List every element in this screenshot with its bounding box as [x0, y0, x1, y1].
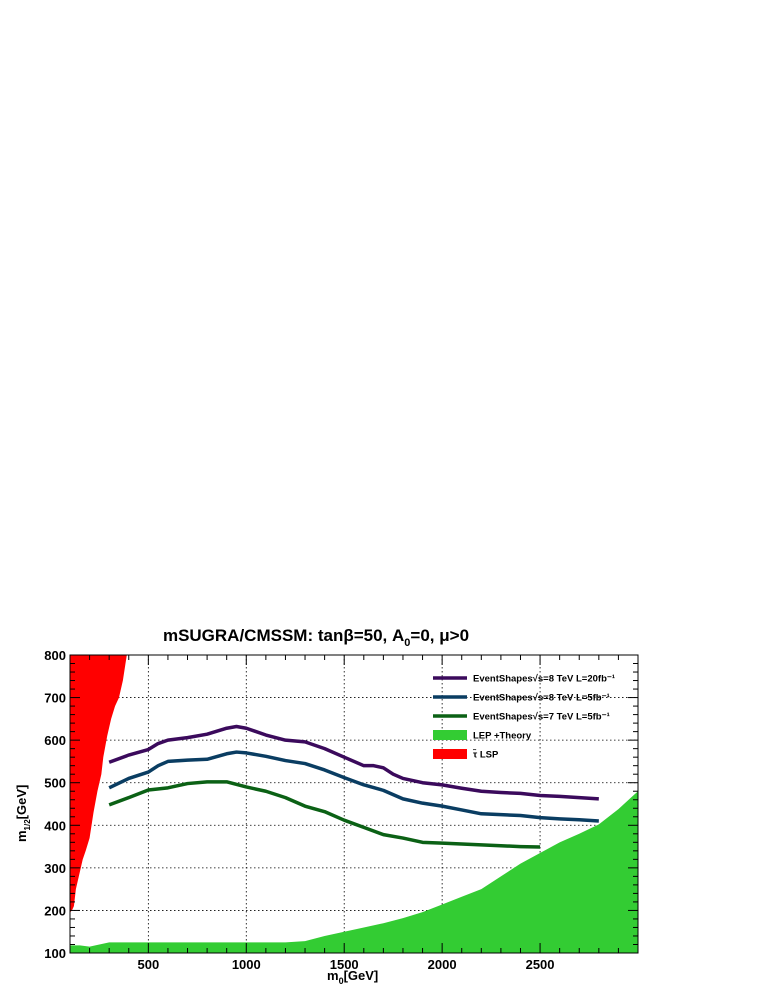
legend-swatch-fill	[433, 730, 467, 740]
x-tick-label: 1000	[232, 957, 261, 972]
y-axis-label-rest: [GeV]	[14, 785, 29, 820]
y-tick-label: 300	[44, 861, 66, 876]
series-line-2	[108, 750, 599, 823]
y-tick-label: 500	[44, 776, 66, 791]
y-tick-label: 800	[44, 648, 66, 663]
series-line-3	[108, 780, 541, 849]
legend: EventShapes√s=8 TeV L=20fb⁻¹ EventShapes√…	[433, 674, 615, 761]
y-tick-label: 600	[44, 733, 66, 748]
chart-title-sub: 0	[404, 637, 410, 649]
plot-frame	[69, 654, 639, 954]
legend-label: EventShapes√s=8 TeV L=5fb⁻¹	[473, 693, 610, 704]
series-layer	[70, 655, 638, 953]
axes: 500 1000 1500 2000 2500 100 200 300 400 500 600 700…	[44, 648, 639, 972]
x-axis-label: m0[GeV]	[327, 968, 378, 986]
stau-lsp-region	[70, 655, 127, 913]
legend-label: EventShapes√s=8 TeV L=20fb⁻¹	[473, 674, 615, 685]
y-axis-label-main: m	[14, 830, 29, 842]
series-line-1	[108, 724, 599, 801]
y-tick-label: 200	[44, 903, 66, 918]
x-axis-label-main: m	[327, 968, 339, 983]
y-axis-label-sub: 1/2	[23, 819, 32, 831]
y-axis-label: m1/2[GeV]	[14, 785, 32, 842]
x-tick-label: 1500	[330, 957, 359, 972]
y-tick-label: 700	[44, 691, 66, 706]
x-tick-label: 500	[137, 957, 159, 972]
chart-title: mSUGRA/CMSSM: tanβ=50, A0=0, μ>0	[163, 626, 469, 649]
chart-title-main: mSUGRA/CMSSM: tanβ=50, A	[163, 626, 404, 645]
y-tick-label: 400	[44, 818, 66, 833]
x-axis-label-sub: 0	[339, 976, 344, 986]
y-tick-label: 100	[44, 946, 66, 961]
legend-label: τ̃ LSP	[472, 749, 499, 761]
legend-label: LEP +Theory	[473, 731, 532, 742]
chart-title-rest: =0, μ>0	[410, 626, 469, 645]
legend-swatch-fill	[433, 749, 467, 759]
lep-theory-region	[70, 791, 638, 953]
x-tick-label: 2500	[526, 957, 555, 972]
x-tick-label: 2000	[428, 957, 457, 972]
x-axis-label-rest: [GeV]	[344, 968, 379, 983]
legend-label: EventShapes√s=7 TeV L=5fb⁻¹	[473, 712, 610, 723]
